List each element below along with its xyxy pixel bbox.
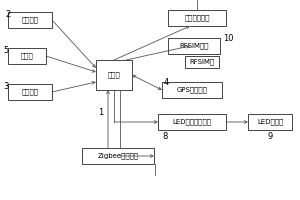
Text: GPS定位模块: GPS定位模块: [177, 87, 207, 93]
Bar: [248, 114, 292, 130]
Text: 8: 8: [162, 132, 167, 141]
Text: LED照明灯: LED照明灯: [257, 119, 283, 125]
Text: RFSIM卡: RFSIM卡: [189, 59, 214, 65]
Text: 存储器: 存储器: [21, 53, 33, 59]
Bar: [162, 82, 222, 98]
Text: 5: 5: [3, 46, 8, 55]
Text: Zigbee通信模块: Zigbee通信模块: [98, 153, 139, 159]
Bar: [8, 84, 52, 100]
Text: 10: 10: [223, 34, 233, 43]
Text: 2: 2: [5, 10, 10, 19]
Text: 3: 3: [3, 82, 8, 91]
Text: 无线通信模块: 无线通信模块: [184, 15, 210, 21]
Bar: [185, 56, 219, 68]
Text: 单片机: 单片机: [108, 72, 120, 78]
Text: RFSIM卡座: RFSIM卡座: [179, 43, 209, 49]
Text: 光电单元: 光电单元: [22, 17, 38, 23]
Bar: [168, 10, 226, 26]
Text: 4: 4: [164, 78, 169, 87]
Text: 时钟模块: 时钟模块: [22, 89, 38, 95]
Bar: [8, 48, 46, 64]
Text: LED驱动稳压电路: LED驱动稳压电路: [172, 119, 212, 125]
Bar: [96, 60, 132, 90]
Bar: [82, 148, 154, 164]
Bar: [8, 12, 52, 28]
Text: 1: 1: [98, 108, 103, 117]
Bar: [158, 114, 226, 130]
Bar: [168, 38, 220, 54]
Text: 9: 9: [268, 132, 273, 141]
